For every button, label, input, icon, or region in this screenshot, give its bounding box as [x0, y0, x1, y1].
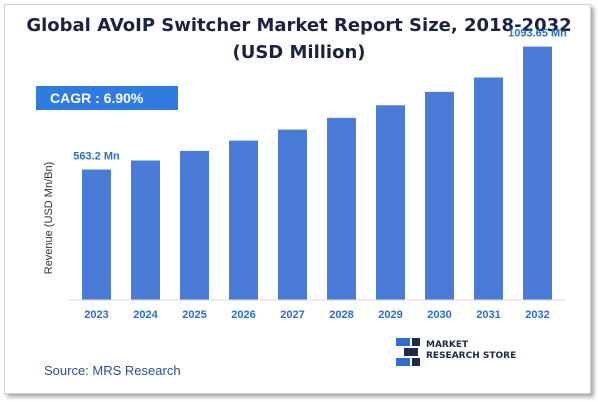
bar-2026 [229, 140, 258, 300]
x-tick-2027: 2027 [280, 309, 304, 321]
bar-2031 [474, 77, 503, 301]
logo-line-2: RESEARCH STORE [426, 351, 517, 361]
logo-line-1: MARKET [426, 340, 469, 350]
y-axis-label: Revenue (USD Mn/Bn) [43, 162, 55, 275]
x-tick-2023: 2023 [84, 309, 108, 321]
data-labels: 563.2 Mn 1093.65 Mn [73, 28, 567, 163]
x-tick-2025: 2025 [182, 309, 206, 321]
bar-2025 [180, 150, 209, 300]
logo-text: MARKET RESEARCH STORE [426, 340, 516, 362]
data-label-2023: 563.2 Mn [73, 151, 120, 163]
bar-2032 [523, 46, 552, 300]
bar-2030 [425, 91, 454, 300]
title-line-2: (USD Million) [232, 42, 366, 63]
bar-2028 [327, 117, 356, 300]
x-tick-2026: 2026 [231, 309, 255, 321]
data-label-2032: 1093.65 Mn [508, 28, 567, 40]
x-tick-2032: 2032 [525, 309, 549, 321]
logo-mark-icon [396, 338, 420, 366]
source-note: Source: MRS Research [44, 363, 181, 378]
bar-2027 [278, 129, 307, 300]
market-research-store-logo: MARKET RESEARCH STORE [394, 334, 544, 374]
title-line-1: Global AVoIP Switcher Market Report Size… [26, 15, 572, 36]
bar-2024 [131, 160, 160, 300]
x-tick-2030: 2030 [427, 309, 451, 321]
bar-2023 [82, 169, 111, 300]
x-tick-labels: 2023 2024 2025 2026 2027 2028 2029 2030 2031 2032 [84, 309, 549, 321]
bar-2029 [376, 105, 405, 300]
cagr-badge: CAGR : 6.90% [36, 86, 178, 110]
x-tick-2029: 2029 [378, 309, 402, 321]
x-tick-2031: 2031 [476, 309, 500, 321]
bars-group [82, 46, 552, 301]
chart-title: Global AVoIP Switcher Market Report Size… [0, 12, 598, 66]
x-tick-2024: 2024 [133, 309, 158, 321]
x-tick-2028: 2028 [329, 309, 353, 321]
